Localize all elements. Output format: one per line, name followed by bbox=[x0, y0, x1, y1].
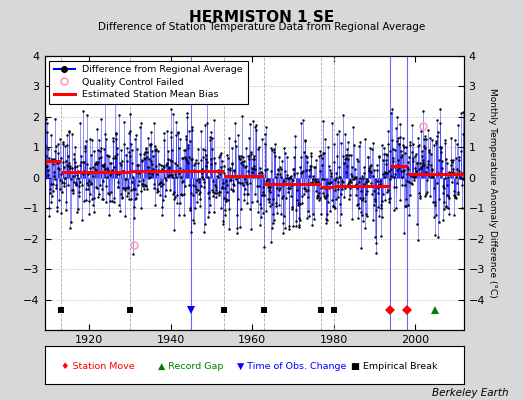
Text: HERMISTON 1 SE: HERMISTON 1 SE bbox=[189, 10, 335, 25]
Text: ▼ Time of Obs. Change: ▼ Time of Obs. Change bbox=[237, 362, 347, 371]
Text: ♦ Station Move: ♦ Station Move bbox=[61, 362, 135, 371]
Text: Difference of Station Temperature Data from Regional Average: Difference of Station Temperature Data f… bbox=[99, 22, 425, 32]
Y-axis label: Monthly Temperature Anomaly Difference (°C): Monthly Temperature Anomaly Difference (… bbox=[488, 88, 497, 298]
Text: Berkeley Earth: Berkeley Earth bbox=[432, 388, 508, 398]
Legend: Difference from Regional Average, Quality Control Failed, Estimated Station Mean: Difference from Regional Average, Qualit… bbox=[49, 61, 248, 104]
Text: ▲ Record Gap: ▲ Record Gap bbox=[158, 362, 223, 371]
Text: ■ Empirical Break: ■ Empirical Break bbox=[351, 362, 437, 371]
